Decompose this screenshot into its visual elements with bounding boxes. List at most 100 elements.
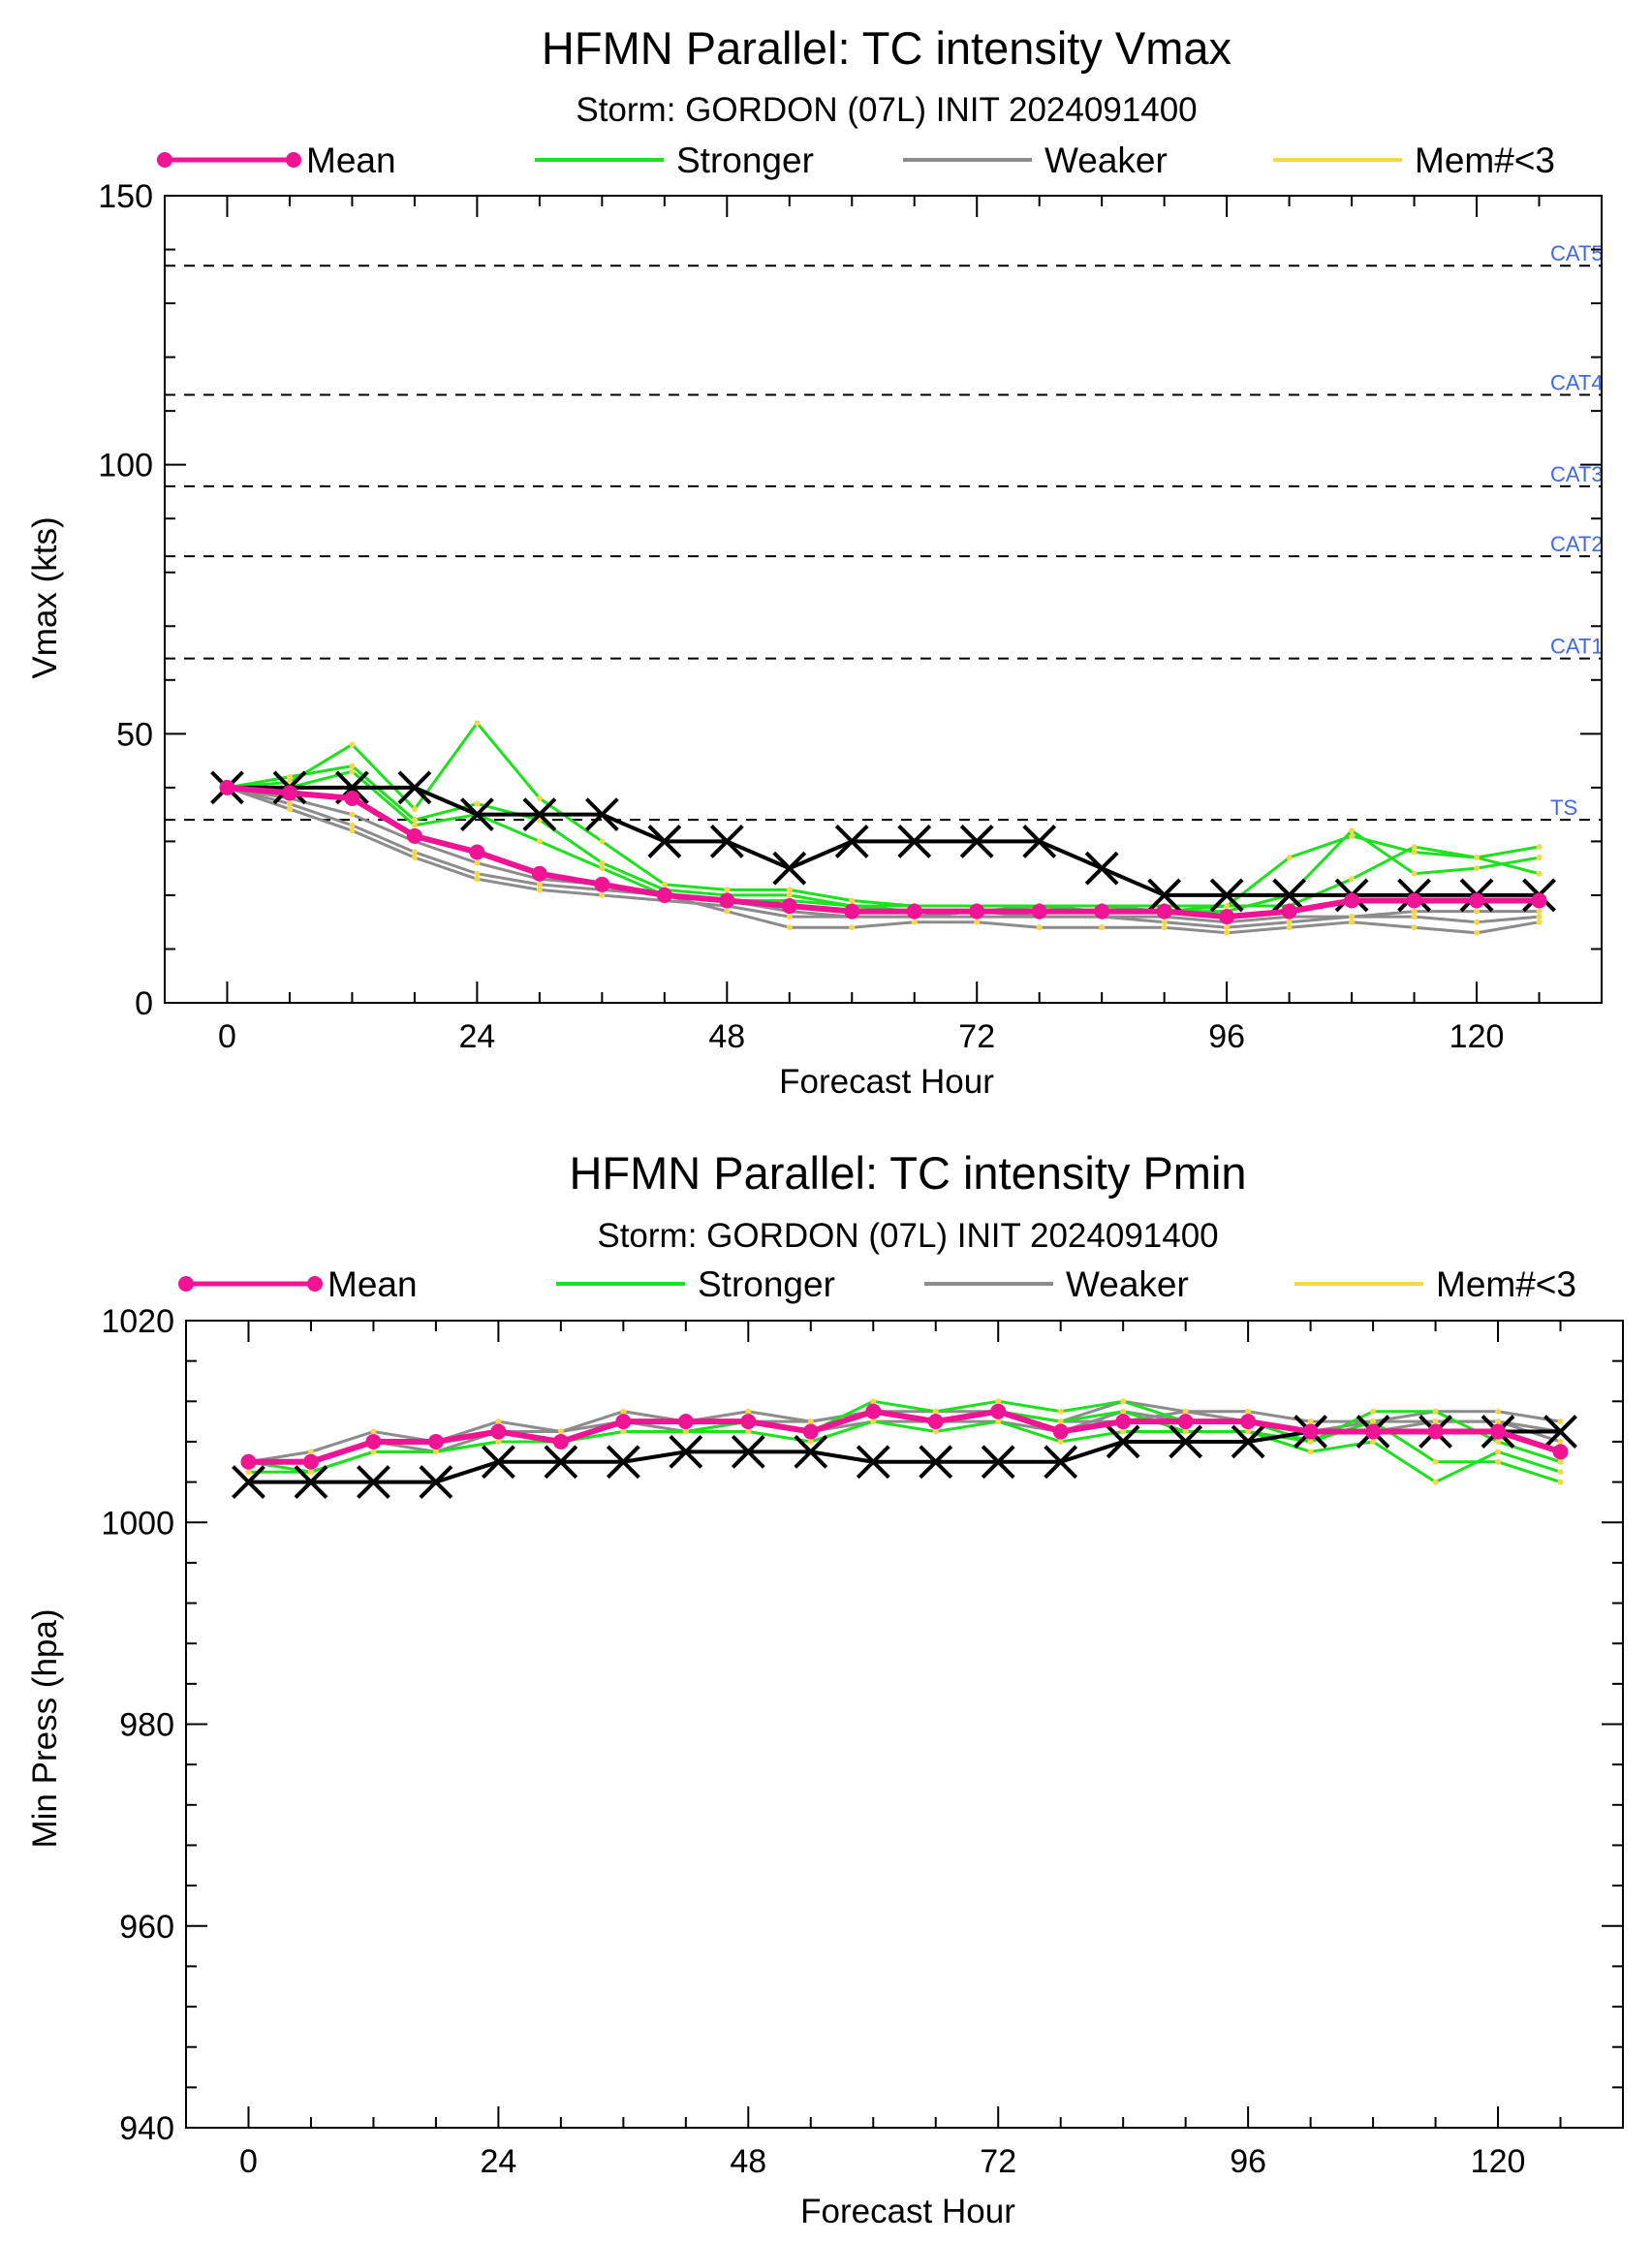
pmin-stronger-member-point bbox=[870, 1418, 877, 1425]
legend-mean: Mean bbox=[178, 1264, 418, 1304]
vmax-mean-point bbox=[844, 903, 860, 919]
legend-mean: Mean bbox=[157, 140, 396, 180]
pmin-mean-point bbox=[740, 1414, 757, 1430]
vmax-weaker-member-point bbox=[536, 887, 543, 893]
vmax-observed-marker-stroke bbox=[1272, 878, 1307, 913]
pmin-observed-marker-stroke bbox=[1106, 1424, 1140, 1459]
pmin-mean-point bbox=[677, 1414, 694, 1430]
vmax-weaker-member-point bbox=[1536, 908, 1543, 915]
vmax-weaker-member-point bbox=[536, 881, 543, 888]
pmin-y-tick-label: 960 bbox=[119, 1909, 174, 1946]
vmax-stronger-member-point bbox=[599, 865, 606, 872]
vmax-weaker-member-point bbox=[1474, 929, 1481, 936]
pmin-stronger-member-point bbox=[1057, 1438, 1064, 1445]
pmin-x-tick-label: 120 bbox=[1471, 2143, 1526, 2180]
vmax-stronger-member-point bbox=[411, 817, 418, 824]
vmax-weaker-member-point bbox=[1099, 924, 1106, 931]
pmin-mean-point bbox=[240, 1453, 257, 1470]
legend-mean-marker bbox=[286, 152, 301, 168]
legend-weaker-label: Weaker bbox=[1044, 140, 1168, 180]
pmin-observed-marker-stroke bbox=[981, 1445, 1015, 1480]
vmax-weaker-member-line bbox=[227, 786, 1540, 929]
legend-weaker: Weaker bbox=[924, 1264, 1189, 1304]
pmin-stronger-member-point bbox=[995, 1398, 1002, 1405]
vmax-stronger-member-point bbox=[474, 800, 481, 807]
vmax-mean-line bbox=[227, 784, 1540, 920]
vmax-observed-marker-stroke bbox=[1022, 824, 1057, 858]
vmax-panel: HFMN Parallel: TC intensity Vmax Storm: … bbox=[26, 22, 1604, 1101]
pmin-stronger-member-point bbox=[1495, 1438, 1502, 1445]
legend-few-members: Mem#<3 bbox=[1294, 1264, 1576, 1304]
vmax-stronger-member-line bbox=[227, 720, 1540, 908]
legend-stronger: Stronger bbox=[535, 140, 814, 180]
pmin-weaker-member-point bbox=[307, 1449, 314, 1455]
pmin-x-axis-label: Forecast Hour bbox=[800, 2193, 1015, 2230]
vmax-stronger-member-point bbox=[349, 768, 356, 775]
pmin-stronger-member-point bbox=[870, 1398, 877, 1405]
pmin-observed-point bbox=[794, 1434, 828, 1469]
pmin-stronger-member-point bbox=[1557, 1479, 1564, 1485]
vmax-stronger-member-point bbox=[1411, 843, 1418, 850]
legend-few-members-label: Mem#<3 bbox=[1415, 140, 1555, 180]
vmax-mean-point bbox=[281, 785, 297, 801]
vmax-stronger-member-point bbox=[536, 838, 543, 845]
vmax-observed-marker-stroke bbox=[834, 824, 869, 858]
vmax-observed-point bbox=[647, 824, 682, 858]
vmax-stronger-member-point bbox=[286, 773, 293, 780]
vmax-observed-point bbox=[897, 824, 932, 858]
pmin-mean-point bbox=[1240, 1414, 1257, 1430]
vmax-stronger-member-point bbox=[1411, 849, 1418, 856]
pmin-stronger-member-point bbox=[1057, 1408, 1064, 1415]
vmax-mean-point bbox=[1219, 909, 1235, 925]
vmax-mean-point bbox=[781, 898, 797, 915]
pmin-stronger-member-point bbox=[1370, 1438, 1377, 1445]
pmin-observed-marker-stroke bbox=[794, 1434, 828, 1469]
vmax-mean-point bbox=[594, 876, 610, 892]
vmax-stronger-member-point bbox=[599, 859, 606, 866]
vmax-observed-point bbox=[709, 824, 744, 858]
pmin-stronger-member-point bbox=[1432, 1458, 1439, 1465]
pmin-x-tick-label: 0 bbox=[239, 2143, 258, 2180]
vmax-chart-subtitle: Storm: GORDON (07L) INIT 2024091400 bbox=[576, 91, 1197, 129]
pmin-mean-point bbox=[490, 1423, 507, 1440]
vmax-weaker-member-point bbox=[411, 849, 418, 856]
pmin-stronger-member-point bbox=[932, 1408, 939, 1415]
vmax-mean-point bbox=[1531, 892, 1547, 909]
pmin-mean-point bbox=[1052, 1423, 1069, 1440]
pmin-plot-area: 0 24 48 72 96 120 940 960 980 1000 1020 bbox=[101, 1303, 1624, 2180]
legend-mean-label: Mean bbox=[306, 140, 396, 180]
pmin-stronger-member-point bbox=[1120, 1408, 1127, 1415]
pmin-stronger-member-point bbox=[245, 1469, 252, 1476]
pmin-weaker-member-point bbox=[495, 1418, 502, 1425]
vmax-stronger-member-point bbox=[724, 887, 731, 893]
pmin-observed-marker-stroke bbox=[856, 1445, 890, 1480]
pmin-stronger-member-point bbox=[1432, 1479, 1439, 1485]
pmin-weaker-member-point bbox=[620, 1408, 627, 1415]
vmax-y-tick-label: 150 bbox=[98, 178, 153, 215]
pmin-observed-point bbox=[919, 1445, 953, 1480]
pmin-weaker-member-point bbox=[1557, 1418, 1564, 1425]
pmin-weaker-member-point bbox=[1245, 1408, 1252, 1415]
vmax-mean-point bbox=[1344, 892, 1360, 909]
pmin-stronger-member-point bbox=[1370, 1408, 1377, 1415]
pmin-weaker-member-point bbox=[1182, 1408, 1189, 1415]
vmax-weaker-member-point bbox=[349, 811, 356, 818]
legend-stronger: Stronger bbox=[556, 1264, 835, 1304]
vmax-mean-point bbox=[469, 844, 485, 860]
pmin-observed-marker-stroke bbox=[669, 1434, 703, 1469]
vmax-weaker-member-point bbox=[786, 924, 793, 931]
pmin-observed-point bbox=[1044, 1445, 1078, 1480]
pmin-stronger-member-point bbox=[1557, 1469, 1564, 1476]
vmax-mean-point bbox=[1094, 903, 1110, 919]
vmax-stronger-member-point bbox=[474, 720, 481, 727]
legend-mean-marker bbox=[307, 1276, 323, 1292]
pmin-weaker-member-point bbox=[745, 1408, 752, 1415]
pmin-observed-point bbox=[544, 1445, 578, 1480]
pmin-mean-point bbox=[1302, 1423, 1319, 1440]
pmin-mean-point bbox=[552, 1433, 569, 1449]
pmin-observed-point bbox=[981, 1445, 1015, 1480]
pmin-observed-marker-stroke bbox=[544, 1445, 578, 1480]
pmin-stronger-member-point bbox=[1307, 1449, 1314, 1455]
vmax-observed-point bbox=[397, 770, 432, 805]
vmax-weaker-member-point bbox=[1161, 919, 1168, 925]
